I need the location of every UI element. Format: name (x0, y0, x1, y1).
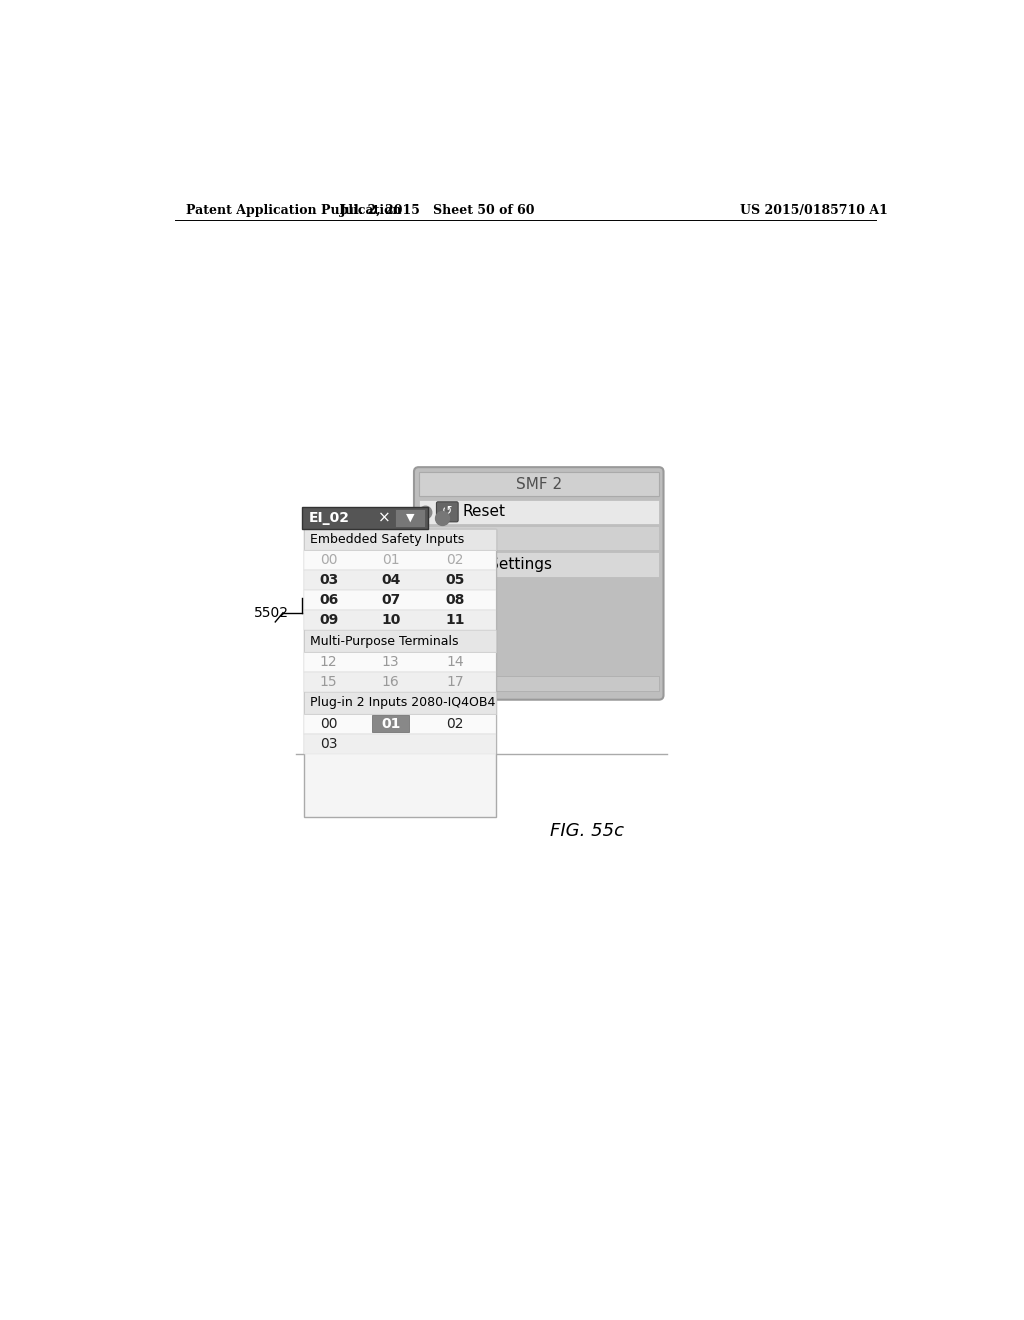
Bar (419, 525, 658, 550)
Text: Multi-Purpose Terminals: Multi-Purpose Terminals (310, 635, 459, 648)
Text: Jul. 2, 2015   Sheet 50 of 60: Jul. 2, 2015 Sheet 50 of 60 (340, 205, 536, 218)
Text: 03: 03 (319, 737, 338, 751)
Text: 02: 02 (446, 553, 464, 568)
Text: 08: 08 (445, 594, 465, 607)
Text: 00: 00 (319, 553, 338, 568)
Text: 03: 03 (319, 573, 338, 587)
Bar (304, 610, 496, 631)
Text: ed Settings: ed Settings (465, 557, 552, 572)
Text: ×: × (378, 511, 391, 525)
Text: US 2015/0185710 A1: US 2015/0185710 A1 (740, 205, 888, 218)
Text: 11: 11 (445, 614, 465, 627)
Text: 17: 17 (446, 675, 464, 689)
Bar (302, 507, 428, 529)
Bar (419, 552, 658, 577)
Bar (304, 550, 496, 570)
Text: ↺: ↺ (442, 506, 453, 519)
Bar (395, 508, 425, 527)
Text: 14: 14 (446, 655, 464, 669)
Text: 00: 00 (319, 717, 338, 730)
Bar (372, 715, 410, 733)
Text: 09: 09 (319, 614, 338, 627)
Text: 05: 05 (445, 573, 465, 587)
Text: ▼: ▼ (406, 513, 415, 523)
Text: 16: 16 (382, 675, 399, 689)
Text: SMF 2: SMF 2 (516, 477, 562, 491)
Bar (304, 529, 496, 550)
Bar (419, 471, 658, 496)
Bar (304, 672, 496, 692)
Text: Plug-in 2 Inputs 2080-IQ4OB4: Plug-in 2 Inputs 2080-IQ4OB4 (310, 696, 496, 709)
Text: 5502: 5502 (254, 606, 289, 619)
Bar (419, 499, 658, 524)
Bar (304, 652, 496, 672)
Bar (419, 676, 658, 692)
Bar (304, 529, 496, 817)
Text: 15: 15 (319, 675, 338, 689)
Text: Patent Application Publication: Patent Application Publication (186, 205, 401, 218)
Text: 12: 12 (319, 655, 338, 669)
Bar (304, 590, 496, 610)
Text: 07: 07 (381, 594, 400, 607)
FancyBboxPatch shape (436, 502, 458, 521)
Text: 13: 13 (382, 655, 399, 669)
Text: 01: 01 (381, 717, 400, 730)
Text: 06: 06 (319, 594, 338, 607)
Text: 01: 01 (382, 553, 399, 568)
Text: Reset: Reset (463, 504, 506, 519)
Bar (304, 734, 496, 754)
Bar (304, 631, 496, 652)
Bar (304, 570, 496, 590)
Text: 02: 02 (446, 717, 464, 730)
Text: 04: 04 (381, 573, 400, 587)
FancyBboxPatch shape (414, 467, 664, 700)
Text: FIG. 55c: FIG. 55c (550, 821, 624, 840)
Bar (304, 714, 496, 734)
Text: EI_02: EI_02 (308, 511, 349, 525)
Text: 10: 10 (381, 614, 400, 627)
Text: Embedded Safety Inputs: Embedded Safety Inputs (310, 533, 464, 546)
Bar (304, 692, 496, 714)
